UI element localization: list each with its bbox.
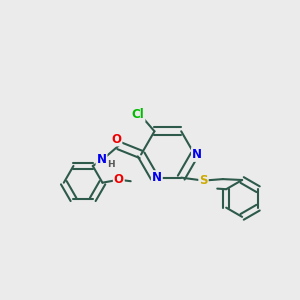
Text: N: N xyxy=(192,148,202,161)
Text: N: N xyxy=(97,153,106,166)
Text: S: S xyxy=(199,174,208,187)
Text: O: O xyxy=(114,173,124,186)
Text: N: N xyxy=(152,171,162,184)
Text: H: H xyxy=(107,160,115,169)
Text: O: O xyxy=(111,133,122,146)
Text: Cl: Cl xyxy=(132,108,145,122)
